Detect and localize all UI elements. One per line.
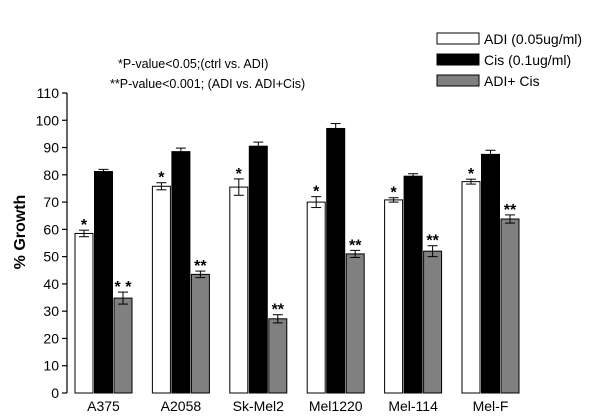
significance-marker: * — [236, 166, 243, 183]
y-tick-label: 40 — [43, 276, 59, 292]
bar-2-mel-f — [481, 153, 500, 394]
legend-label: ADI+ Cis — [484, 73, 540, 89]
labels: ** *A375***A2058***Sk-Mel2***Mel1220***M… — [81, 166, 517, 414]
bar-3-mel-114 — [423, 250, 443, 394]
category-label: A2058 — [161, 398, 202, 414]
y-tick-label: 0 — [51, 385, 59, 401]
y-tick-label: 60 — [43, 221, 59, 237]
bar-1-mel-f — [461, 181, 481, 394]
significance-marker: ** — [426, 233, 439, 250]
category-label: Mel-F — [473, 398, 509, 414]
bar-3-a2058 — [190, 273, 210, 394]
y-tick-label: 10 — [43, 358, 59, 374]
y-tick-label: 80 — [43, 167, 59, 183]
bar-1-a375 — [74, 232, 94, 394]
y-axis-label: % Growth — [12, 195, 29, 270]
significance-marker: * — [81, 217, 88, 234]
legend-label: ADI (0.05ug/ml) — [484, 31, 582, 47]
category-label: Mel1220 — [309, 398, 363, 414]
bar-1-mel1220 — [306, 201, 326, 394]
bar-3-mel1220 — [345, 253, 365, 394]
bar-2-a375 — [94, 171, 113, 394]
category-label: Mel-114 — [388, 398, 438, 414]
bar-2-sk-mel2 — [248, 145, 268, 394]
bar-3-a375 — [113, 297, 133, 394]
category-label: Sk-Mel2 — [233, 398, 285, 414]
bar-3-mel-f — [500, 218, 520, 394]
significance-marker: ** — [349, 237, 362, 254]
legend: ADI (0.05ug/ml) Cis (0.1ug/ml) ADI+ Cis — [436, 31, 582, 89]
legend-swatch — [436, 74, 480, 87]
y-tick-label: 100 — [36, 112, 60, 128]
y-tick-label: 30 — [43, 303, 59, 319]
significance-marker: ** — [272, 302, 285, 319]
bar-2-a2058 — [171, 151, 191, 394]
y-tick-label: 70 — [43, 194, 59, 210]
y-tick-label: 20 — [43, 330, 59, 346]
bars — [74, 123, 520, 394]
bar-1-a2058 — [151, 185, 171, 394]
significance-marker: * — [313, 184, 320, 201]
bar-3-sk-mel2 — [268, 318, 288, 394]
bar-2-mel1220 — [326, 127, 346, 394]
annotation-p-value-2: **P-value<0.001; (ADI vs. ADI+Cis) — [110, 77, 305, 91]
significance-marker: ** — [194, 258, 207, 275]
category-label: A375 — [87, 398, 120, 414]
y-tick-label: 90 — [43, 140, 59, 156]
y-tick-label: 110 — [37, 85, 60, 101]
significance-marker: * — [390, 185, 397, 202]
significance-marker: * — [468, 166, 475, 183]
axes: 0 10 20 30 40 50 60 70 80 90 100 110 — [36, 85, 68, 401]
annotation-p-value-1: *P-value<0.05;(ctrl vs. ADI) — [118, 57, 268, 71]
bar-2-mel-114 — [403, 175, 423, 394]
legend-swatch — [436, 53, 480, 66]
bar-1-mel-114 — [384, 199, 404, 394]
y-tick-label: 50 — [43, 249, 59, 265]
significance-marker: * — [158, 170, 165, 187]
significance-marker: * * — [115, 279, 133, 296]
legend-label: Cis (0.1ug/ml) — [484, 52, 571, 68]
legend-swatch — [436, 32, 480, 45]
bar-1-sk-mel2 — [229, 186, 249, 394]
significance-marker: ** — [504, 202, 517, 219]
